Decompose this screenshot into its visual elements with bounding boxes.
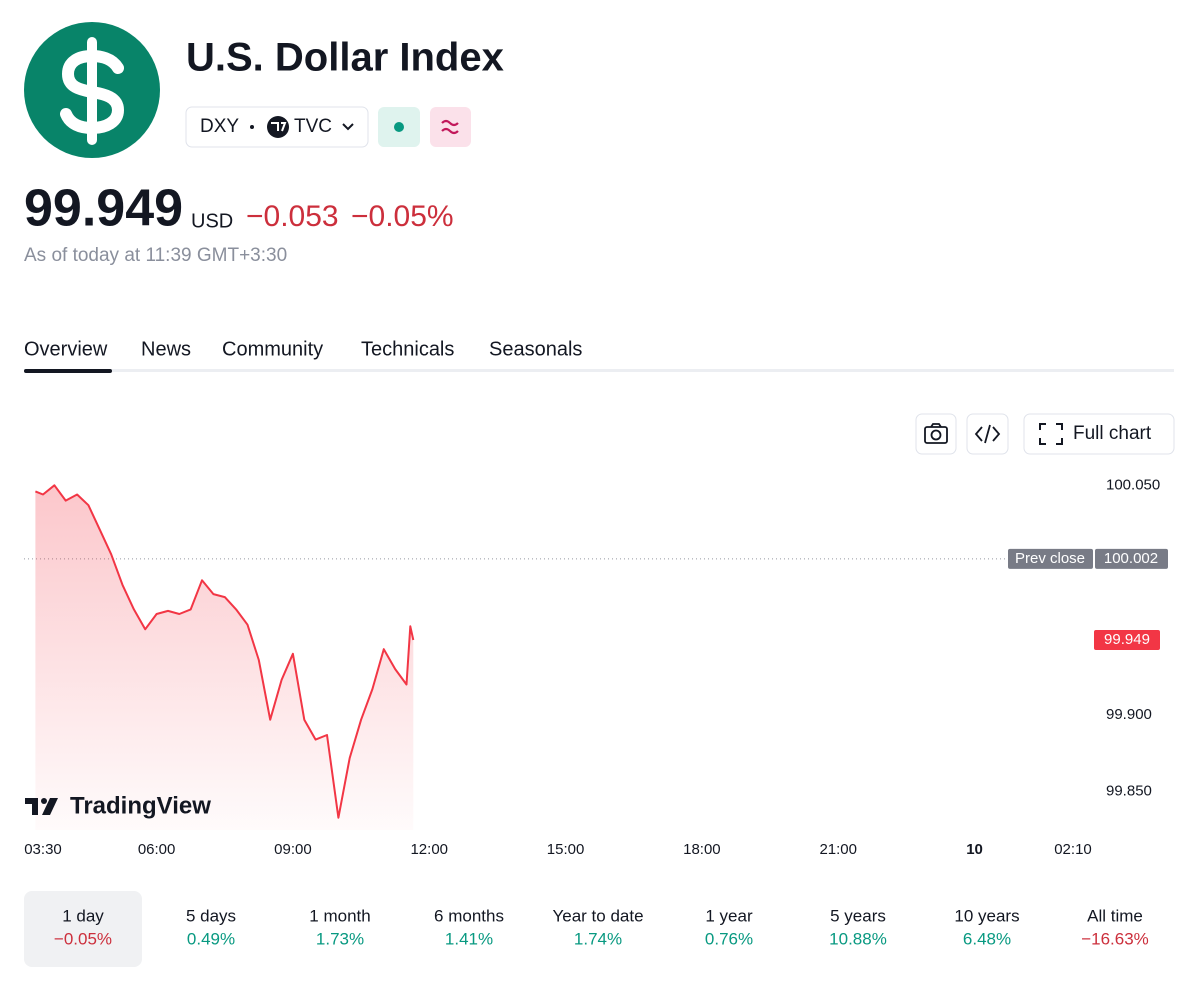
period-change: 1.74% — [574, 929, 622, 948]
tab[interactable]: Technicals — [361, 338, 454, 360]
period-change: 1.41% — [445, 929, 493, 948]
tradingview-logo — [25, 798, 58, 815]
chevron — [342, 123, 354, 131]
prev-close-tag — [1008, 548, 1093, 569]
last-price-label: 99.949 — [1104, 631, 1150, 648]
period-change: 0.76% — [705, 929, 753, 948]
active-tab-indicator — [24, 369, 112, 373]
last-price-tag — [1094, 630, 1160, 651]
x-tick-label: 02:10 — [1054, 841, 1092, 858]
code-icon — [974, 424, 1001, 444]
chart: 100.050 99.900 99.850 03:30 06:00 09:00 12:00 1… — [24, 476, 1168, 858]
y-tick-label: 99.900 — [1106, 706, 1152, 723]
period-label[interactable]: 1 day — [62, 906, 104, 925]
active-period-bg — [24, 891, 142, 967]
tab[interactable]: Community — [222, 338, 323, 360]
currency: USD — [191, 210, 233, 232]
expand-icon — [1039, 423, 1063, 445]
prev-close-label: Prev close — [1015, 550, 1085, 567]
price-line — [35, 484, 415, 819]
period-change: 0.49% — [187, 929, 235, 948]
period-change: −16.63% — [1081, 929, 1149, 948]
market-dot — [394, 122, 404, 132]
tab[interactable]: News — [141, 338, 191, 360]
period-change: 10.88% — [829, 929, 887, 948]
tab[interactable]: Seasonals — [489, 338, 582, 360]
period-label[interactable]: All time — [1087, 906, 1143, 925]
tab[interactable]: Overview — [24, 338, 108, 360]
x-tick-label: 12:00 — [410, 841, 448, 858]
as-of: As of today at 11:39 GMT+3:30 — [24, 245, 287, 266]
period-label[interactable]: 5 days — [186, 906, 236, 925]
camera-icon — [924, 423, 948, 444]
area — [35, 485, 414, 830]
period-change: 1.73% — [316, 929, 364, 948]
exchange-icon-glyph — [271, 122, 287, 132]
exchange: TVC — [294, 116, 332, 137]
period-label[interactable]: 1 month — [309, 906, 370, 925]
separator — [250, 125, 254, 129]
prev-close-value-tag — [1095, 548, 1168, 569]
x-tick-label: 18:00 — [683, 841, 721, 858]
period-change: 6.48% — [963, 929, 1011, 948]
derived-badge[interactable] — [430, 107, 471, 147]
x-tick-label: 09:00 — [274, 841, 312, 858]
x-tick-label: 21:00 — [819, 841, 857, 858]
title: U.S. Dollar Index — [186, 36, 504, 80]
x-tick-label: 06:00 — [138, 841, 176, 858]
period-label[interactable]: 6 months — [434, 906, 504, 925]
x-tick-label: 15:00 — [547, 841, 585, 858]
period-label[interactable]: 5 years — [830, 906, 886, 925]
tabs: Overview News Community Technicals Seasonals — [24, 338, 582, 360]
period-change: −0.05% — [54, 929, 112, 948]
price-change: −0.053 — [246, 200, 339, 233]
price: 99.949 — [24, 180, 183, 238]
period-label[interactable]: 10 years — [954, 906, 1019, 925]
x-tick-label: 03:30 — [24, 841, 62, 858]
tab-rule — [24, 369, 1174, 372]
symbol: DXY — [200, 116, 239, 137]
periods: 1 day −0.05% 5 days 0.49% 1 month 1.73% 6 mont… — [54, 906, 1149, 948]
dollar-icon — [60, 37, 125, 145]
y-tick-label: 100.050 — [1106, 476, 1160, 493]
period-label[interactable]: 1 year — [705, 906, 753, 925]
watermark: TradingView — [70, 792, 211, 819]
y-tick-label: 99.850 — [1106, 783, 1152, 800]
period-label[interactable]: Year to date — [552, 906, 643, 925]
prev-close-value: 100.002 — [1104, 550, 1158, 567]
price-change-percent: −0.05% — [351, 200, 454, 233]
approx-icon — [441, 119, 459, 135]
snapshot-button[interactable] — [915, 413, 957, 455]
x-tick-label: 10 — [966, 841, 983, 858]
full-chart-label: Full chart — [1073, 423, 1152, 444]
